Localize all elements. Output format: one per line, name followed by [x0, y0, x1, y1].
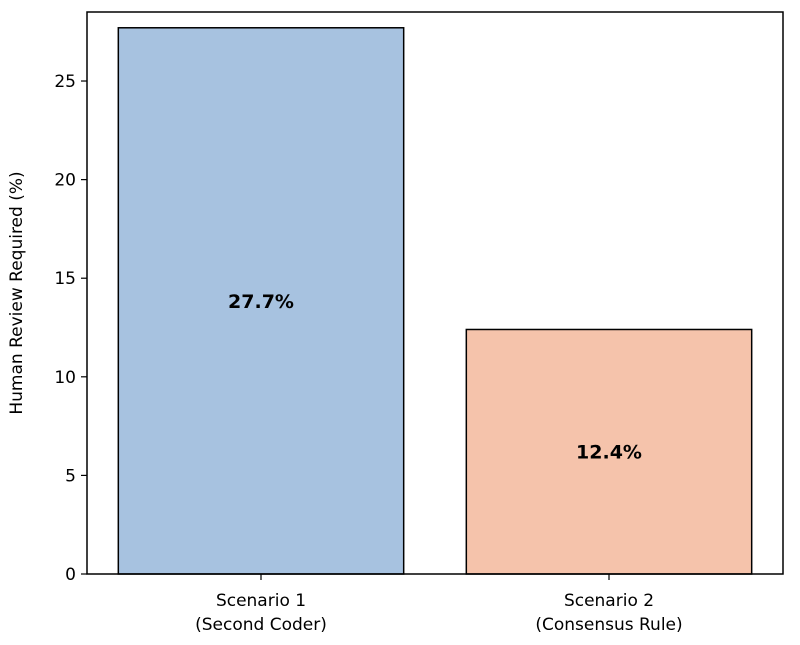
y-tick-label-20: 20 — [54, 171, 76, 191]
y-tick-label-25: 25 — [54, 72, 76, 92]
bar-2 — [465, 328, 753, 575]
x-tick-label-2-line-2: (Consensus Rule) — [535, 615, 682, 635]
x-tick-label-1-line-1: Scenario 1 — [216, 591, 306, 611]
y-axis: 0 5 10 15 20 25 — [54, 72, 87, 585]
plot-frame — [86, 11, 784, 575]
y-tick-label-0: 0 — [65, 565, 76, 585]
y-axis-title: Human Review Required (%) — [7, 171, 27, 414]
x-tick-label-2-line-1: Scenario 2 — [564, 591, 654, 611]
bars-group — [117, 27, 753, 575]
y-tick-label-15: 15 — [54, 269, 76, 289]
x-tick-label-1-line-2: (Second Coder) — [195, 615, 327, 635]
bar-value-label-1: 27.7% — [228, 291, 294, 313]
y-tick-label-10: 10 — [54, 368, 76, 388]
bar-1 — [117, 27, 405, 575]
bar-value-label-2: 12.4% — [576, 442, 642, 464]
y-tick-label-5: 5 — [65, 466, 76, 486]
bar-labels-group: 27.7% 12.4% — [228, 291, 642, 464]
x-axis: Scenario 1 (Second Coder) Scenario 2 (Conse… — [195, 574, 683, 635]
